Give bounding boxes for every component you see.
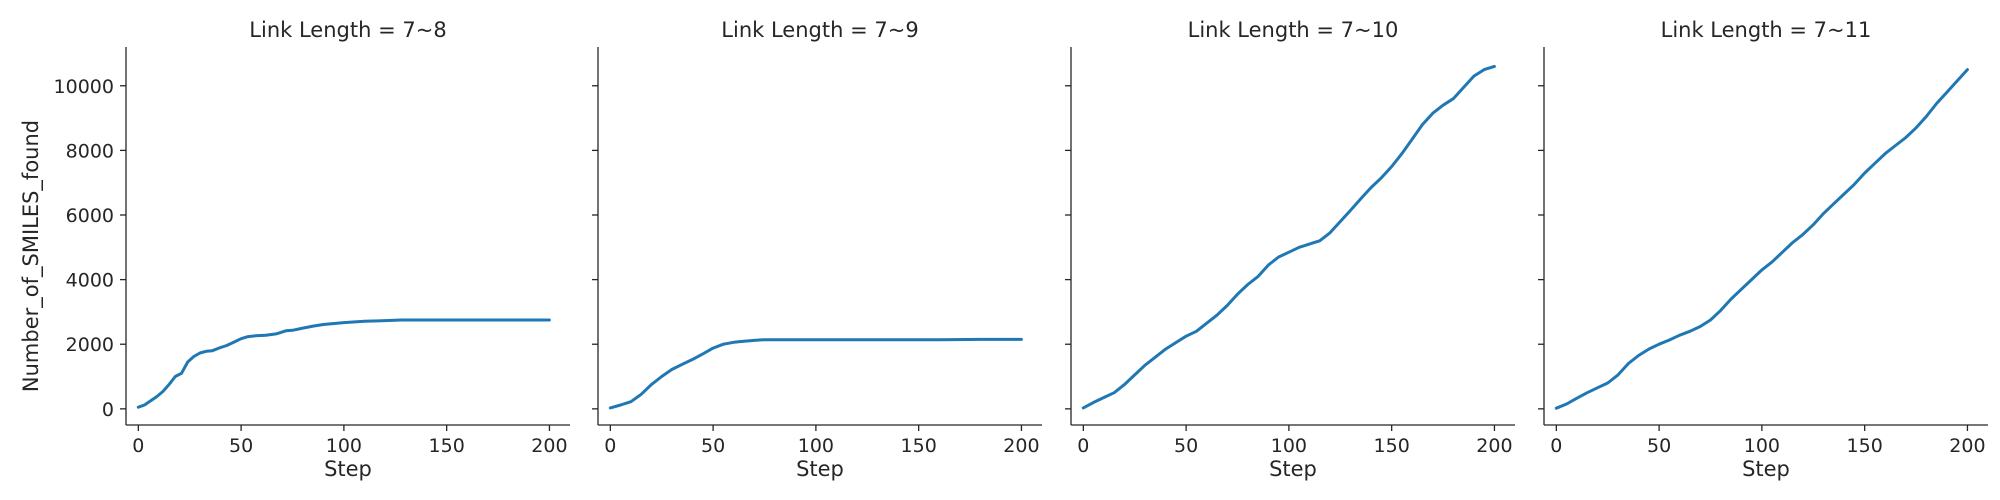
x-axis-label: Step: [324, 457, 372, 481]
x-tick-label: 100: [1271, 435, 1307, 457]
y-tick-label: 0: [102, 399, 114, 421]
x-tick-label: 50: [229, 435, 253, 457]
x-tick-label: 200: [1476, 435, 1512, 457]
x-tick-label: 0: [1077, 435, 1089, 457]
panel-title: Link Length = 7~9: [721, 18, 918, 42]
y-tick-label: 10000: [54, 76, 114, 98]
x-tick-label: 50: [1647, 435, 1671, 457]
x-tick-label: 0: [1550, 435, 1562, 457]
x-tick-label: 100: [326, 435, 362, 457]
panel-title: Link Length = 7~8: [249, 18, 446, 42]
panels: Link Length = 7~80 50 100 150 20002000400060…: [54, 18, 1988, 481]
x-tick-label: 200: [1949, 435, 1985, 457]
x-tick-label: 100: [798, 435, 834, 457]
y-axis-label: Number_of_SMILES_found: [19, 120, 44, 392]
y-tick-label: 4000: [66, 270, 114, 292]
panel-3: Link Length = 7~10 0 50 100 150 200 Step: [1065, 18, 1515, 481]
x-tick-label: 100: [1744, 435, 1780, 457]
x-tick-label: 0: [604, 435, 616, 457]
x-tick-label: 150: [1374, 435, 1410, 457]
x-tick-label: 0: [132, 435, 144, 457]
x-tick-label: 200: [531, 435, 567, 457]
panel-title: Link Length = 7~10: [1188, 18, 1399, 42]
x-tick-label: 200: [1003, 435, 1039, 457]
series-line: [136, 318, 551, 409]
x-tick-label: 150: [429, 435, 465, 457]
panel-title: Link Length = 7~11: [1661, 18, 1872, 42]
panel-4: Link Length = 7~11 0 50 100 150 200 Step: [1538, 18, 1988, 481]
panel-2: Link Length = 7~9 0 50 100 150 200 Step: [592, 18, 1042, 481]
panel-1: Link Length = 7~80 50 100 150 20002000400060…: [54, 18, 570, 481]
x-axis-label: Step: [1269, 457, 1317, 481]
y-tick-label: 6000: [66, 205, 114, 227]
series-line: [608, 337, 1023, 410]
y-tick-label: 8000: [66, 140, 114, 162]
series-line: [1554, 68, 1969, 410]
x-tick-label: 50: [1174, 435, 1198, 457]
x-tick-label: 150: [1847, 435, 1883, 457]
x-axis-label: Step: [796, 457, 844, 481]
x-tick-label: 50: [701, 435, 725, 457]
series-line: [1081, 64, 1496, 410]
x-tick-label: 150: [901, 435, 937, 457]
x-axis-label: Step: [1742, 457, 1790, 481]
y-tick-label: 2000: [66, 334, 114, 356]
